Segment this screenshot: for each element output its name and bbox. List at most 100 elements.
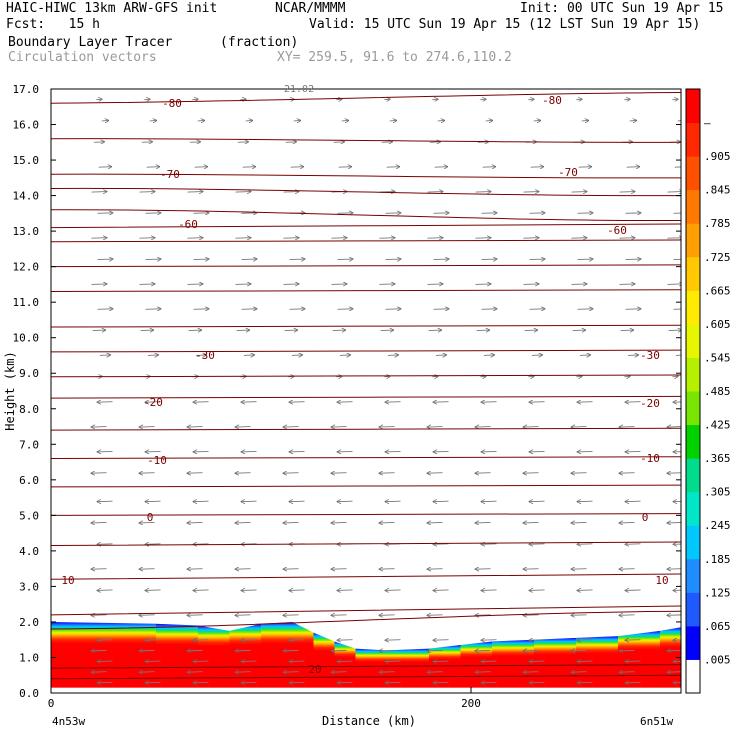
wind-vector	[626, 682, 641, 683]
colorbar-swatch	[686, 89, 700, 124]
wind-vector	[434, 590, 449, 591]
wind-vector	[98, 640, 113, 641]
y-tick-label: 3.0	[19, 580, 39, 593]
wind-vector	[385, 309, 401, 310]
forecast-hour: Fcst: 15 h	[6, 17, 100, 32]
contour-label: -20	[143, 396, 163, 409]
wind-vector	[284, 569, 299, 570]
y-tick-label: 5.0	[19, 509, 39, 522]
wind-vector	[91, 192, 107, 193]
x-end-label: 6n51w	[640, 715, 673, 728]
colorbar-swatch	[686, 391, 700, 426]
wind-vector	[578, 544, 593, 545]
wind-vector	[92, 427, 107, 428]
colorbar-label: .905	[704, 150, 731, 163]
wind-vector	[675, 354, 681, 356]
wind-vector	[284, 672, 299, 673]
wind-vector	[673, 212, 681, 214]
contour-line	[51, 138, 681, 143]
wind-vector	[188, 569, 203, 570]
contour-line	[51, 187, 681, 197]
colorbar-label: .545	[704, 351, 731, 364]
wind-vector	[194, 640, 209, 641]
wind-vector	[98, 661, 113, 662]
wind-vector	[572, 427, 587, 428]
colorbar-label: .425	[704, 419, 731, 432]
wind-vector	[338, 590, 353, 591]
wind-vector	[236, 569, 251, 570]
colorbar-swatch	[686, 659, 700, 694]
wind-vector	[384, 99, 389, 100]
wind-vector	[97, 259, 113, 260]
wind-vector	[284, 650, 299, 651]
tracer-gradient-band	[229, 623, 262, 662]
y-tick-label: 0.0	[19, 687, 39, 700]
wind-vector	[242, 501, 257, 502]
wind-vector	[524, 330, 538, 331]
wind-vector	[626, 167, 640, 168]
colorbar-label: .785	[704, 217, 731, 230]
y-tick-label: 7.0	[19, 438, 39, 451]
wind-vector	[577, 213, 593, 214]
wind-vector	[188, 427, 203, 428]
contour-line	[51, 223, 681, 229]
wind-vector	[192, 99, 197, 100]
wind-vector	[386, 590, 401, 591]
wind-vector	[620, 473, 635, 474]
valid-time: Valid: 15 UTC Sun 19 Apr 15 (12 LST Sun …	[309, 17, 701, 32]
wind-vector	[668, 672, 681, 673]
wind-vector	[194, 590, 209, 591]
wind-vector	[475, 192, 491, 193]
wind-vector	[241, 213, 257, 214]
wind-vector	[524, 522, 539, 523]
wind-vector	[482, 640, 497, 641]
wind-vector	[475, 284, 491, 285]
wind-vector	[139, 238, 155, 239]
wind-vector	[572, 330, 586, 331]
wind-vector	[428, 427, 443, 428]
colorbar-swatch	[686, 256, 700, 291]
wind-vector	[380, 672, 395, 673]
y-tick-label: 11.0	[13, 296, 40, 309]
wind-vector	[435, 355, 446, 356]
colorbar-swatch	[686, 491, 700, 526]
colorbar-label: .605	[704, 318, 731, 331]
wind-vector	[98, 451, 113, 452]
wind-vector	[668, 427, 681, 428]
wind-vector	[434, 661, 449, 662]
tracer-gradient-band	[660, 627, 681, 664]
wind-vector	[482, 590, 497, 591]
wind-vector	[619, 238, 635, 239]
colorbar-frame	[685, 88, 701, 694]
colorbar-label: .485	[704, 385, 731, 398]
y-tick-label: 6.0	[19, 474, 39, 487]
wind-vector	[236, 672, 251, 673]
wind-vector	[140, 569, 155, 570]
wind-vector	[619, 192, 635, 193]
wind-vector	[578, 402, 593, 403]
colorbar-swatch	[686, 189, 700, 224]
free-atmosphere	[51, 89, 681, 651]
wind-vector	[140, 650, 155, 651]
wind-vector	[674, 590, 681, 591]
wind-vector	[530, 640, 545, 641]
wind-vector	[530, 451, 545, 452]
wind-vector	[193, 213, 209, 214]
wind-vector	[332, 522, 347, 523]
wind-vector	[577, 309, 593, 310]
wind-vector	[386, 501, 401, 502]
wind-vector	[332, 650, 347, 651]
wind-vector	[331, 238, 347, 239]
contour-label: -30	[195, 349, 215, 362]
wind-vector	[578, 167, 592, 168]
wind-vector	[98, 544, 113, 545]
wind-vector	[620, 650, 635, 651]
contour-label: -30	[640, 349, 660, 362]
wind-vector	[627, 355, 638, 356]
wind-vector	[437, 120, 445, 121]
wind-vector	[581, 120, 589, 121]
wind-vector	[379, 284, 395, 285]
wind-vector	[187, 284, 203, 285]
colorbar-swatch	[686, 156, 700, 191]
wind-vector	[626, 451, 641, 452]
